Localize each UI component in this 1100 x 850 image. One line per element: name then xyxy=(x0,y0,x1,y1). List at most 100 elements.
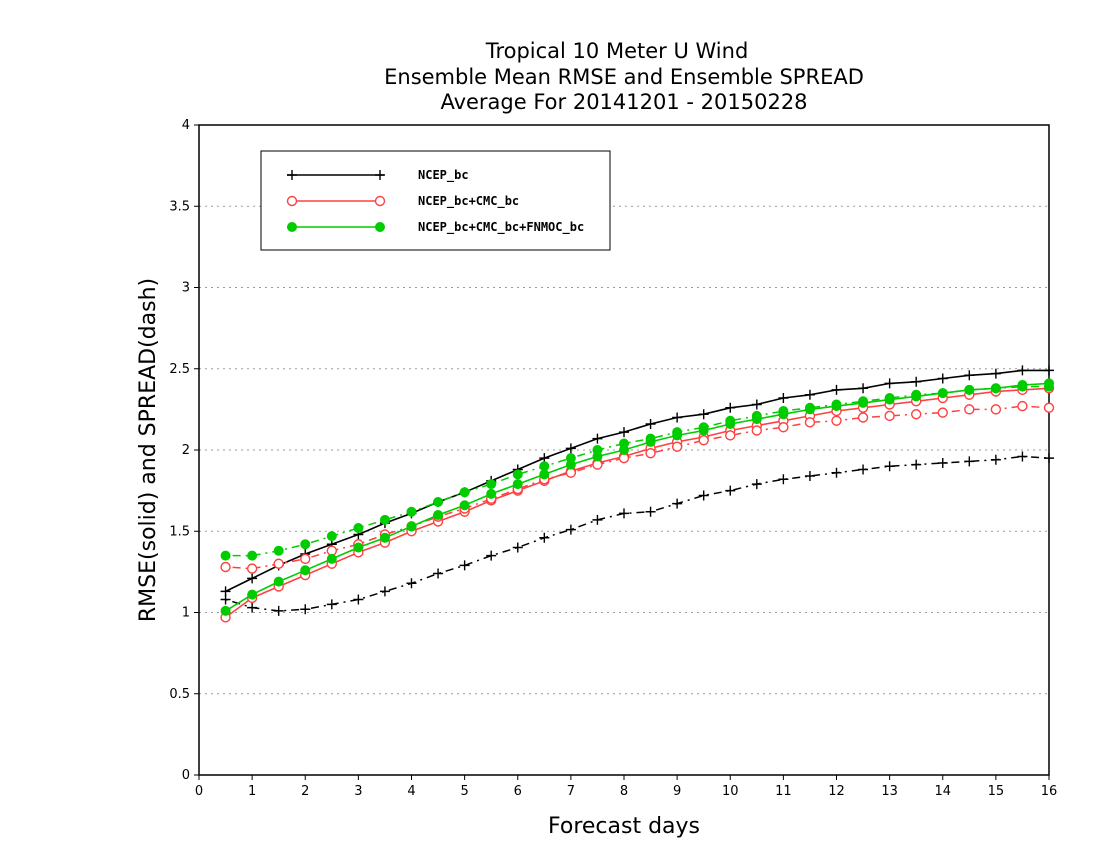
rmse-point xyxy=(247,589,258,600)
spread-line xyxy=(225,455,1050,612)
spread-point xyxy=(379,514,390,525)
spread-point xyxy=(751,410,762,421)
spread-point xyxy=(804,417,816,428)
x-tick-label: 3 xyxy=(354,784,362,799)
spread-point xyxy=(990,454,1001,465)
spread-point xyxy=(911,459,922,470)
series-1 xyxy=(220,383,1055,623)
spread-point xyxy=(273,605,284,616)
rmse-point xyxy=(406,521,417,532)
spread-point xyxy=(937,458,948,468)
spread-point xyxy=(565,524,576,535)
spread-point xyxy=(379,586,390,597)
spread-point xyxy=(619,508,629,519)
spread-point xyxy=(353,594,364,605)
spread-point xyxy=(300,539,311,550)
spread-point xyxy=(1043,402,1055,413)
spread-point xyxy=(831,399,842,410)
spread-point xyxy=(220,561,231,573)
spread-point xyxy=(459,560,470,571)
spread-point xyxy=(512,542,523,553)
rmse-point xyxy=(1017,365,1028,376)
spread-point xyxy=(300,604,311,615)
x-tick-label: 8 xyxy=(620,784,628,799)
rmse-point xyxy=(831,384,842,395)
spread-point xyxy=(725,485,736,496)
spread-point xyxy=(273,558,284,569)
series-2 xyxy=(220,378,1054,616)
y-tick-label: 1.5 xyxy=(169,524,190,539)
x-tick-label: 5 xyxy=(460,784,468,799)
spread-point xyxy=(831,467,842,478)
spread-point xyxy=(964,384,975,395)
y-tick-label: 3.5 xyxy=(169,199,190,214)
spread-point xyxy=(220,594,231,605)
y-axis: 0 0.5 1 1.5 2 2.5 3 3.5 4 xyxy=(169,118,199,783)
grid-lines xyxy=(199,205,1049,695)
spread-point xyxy=(273,545,284,556)
spread-point xyxy=(326,599,337,610)
x-tick-label: 9 xyxy=(673,784,681,799)
spread-point xyxy=(486,550,497,561)
spread-point xyxy=(725,430,736,441)
legend-box xyxy=(260,150,611,251)
rmse-point xyxy=(672,412,683,423)
spread-point xyxy=(804,471,815,481)
spread-point xyxy=(778,422,789,433)
rmse-point xyxy=(326,553,337,564)
y-tick-label: 2.5 xyxy=(169,362,190,377)
spread-point xyxy=(911,389,922,400)
legend: NCEP_bc NCEP_bc+CMC_bc NCEP_bc+CMC_bc+FNMO… xyxy=(260,150,611,251)
spread-point xyxy=(884,393,895,403)
spread-point xyxy=(937,407,948,418)
rmse-point xyxy=(300,565,311,576)
spread-point xyxy=(990,404,1002,415)
spread-point xyxy=(698,422,709,433)
spread-point xyxy=(326,531,337,542)
spread-point xyxy=(1017,451,1028,462)
chart-title: Tropical 10 Meter U Wind Ensemble Mean R… xyxy=(384,39,864,114)
spread-point xyxy=(645,506,656,517)
spread-point xyxy=(1017,381,1028,392)
rmse-point xyxy=(698,409,709,420)
rmse-point xyxy=(1044,365,1054,376)
spread-point xyxy=(565,453,576,464)
y-tick-label: 2 xyxy=(182,443,190,458)
spread-point xyxy=(672,427,683,438)
x-tick-label: 1 xyxy=(248,784,256,799)
spread-line xyxy=(225,385,1049,557)
spread-point xyxy=(1017,400,1028,412)
y-tick-label: 0.5 xyxy=(169,687,190,702)
rmse-point xyxy=(220,605,231,616)
spread-point xyxy=(910,409,922,420)
spread-point xyxy=(884,410,895,422)
spread-point xyxy=(406,578,417,589)
rmse-point xyxy=(565,443,576,454)
spread-point xyxy=(645,433,656,444)
y-tick-label: 4 xyxy=(182,118,190,133)
spread-point xyxy=(725,415,736,426)
x-tick-label: 15 xyxy=(988,784,1005,799)
x-tick-label: 11 xyxy=(775,784,792,799)
spread-point xyxy=(645,448,656,459)
spread-point xyxy=(964,456,975,467)
rmse-point xyxy=(592,433,603,444)
spread-point xyxy=(884,461,895,472)
series-layer xyxy=(220,365,1055,623)
spread-point xyxy=(1044,453,1054,464)
spread-point xyxy=(247,550,258,561)
legend-marker xyxy=(375,222,385,232)
x-tick-label: 12 xyxy=(828,784,845,799)
spread-point xyxy=(858,396,869,407)
x-tick-label: 0 xyxy=(195,784,203,799)
x-tick-label: 16 xyxy=(1041,784,1058,799)
spread-point xyxy=(512,469,523,480)
rmse-point xyxy=(247,573,258,584)
spread-point xyxy=(671,441,683,452)
rmse-point xyxy=(778,393,789,403)
rmse-point xyxy=(619,427,629,438)
x-tick-label: 2 xyxy=(301,784,309,799)
rmse-line xyxy=(225,387,1050,619)
spread-point xyxy=(858,464,869,475)
